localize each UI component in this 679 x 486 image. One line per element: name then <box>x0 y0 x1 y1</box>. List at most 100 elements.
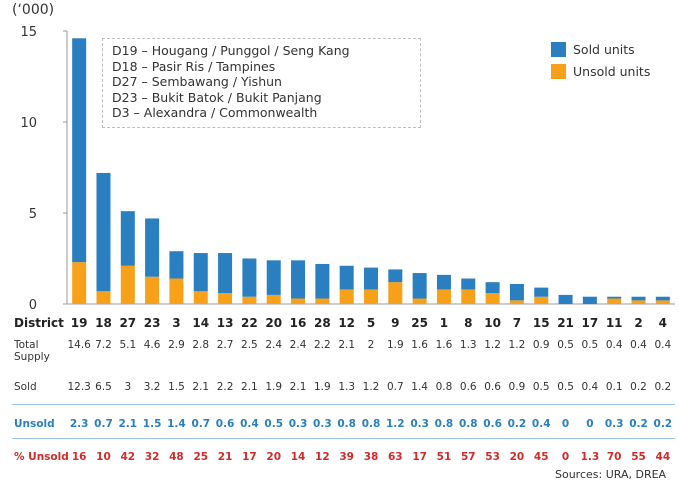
cell-pct-unsold: 53 <box>485 451 500 463</box>
table-divider <box>12 438 675 439</box>
bar-sold <box>193 253 208 292</box>
cell-total-supply: 0.5 <box>557 339 574 351</box>
cell-unsold: 0.8 <box>337 418 356 430</box>
district-label: 12 <box>338 316 356 330</box>
bar-unsold <box>436 289 451 304</box>
cell-sold: 1.9 <box>265 381 283 393</box>
district-label: 11 <box>605 316 623 330</box>
cell-pct-unsold: 0 <box>561 451 570 463</box>
source-note: Sources: URA, DREA <box>555 468 667 481</box>
bar-sold <box>364 267 378 290</box>
district-note: D3 – Alexandra / Commonwealth <box>112 105 318 120</box>
legend-sold-label: Sold units <box>573 42 635 57</box>
cell-total-supply: 2.2 <box>314 339 331 351</box>
bar-sold <box>534 287 549 297</box>
bar-unsold <box>315 298 330 304</box>
cell-pct-unsold: 12 <box>315 451 330 463</box>
bar-unsold <box>364 289 378 304</box>
table-row-label-total: Total Supply <box>14 339 50 363</box>
legend-unsold-label: Unsold units <box>573 64 651 79</box>
cell-unsold: 0 <box>561 418 570 430</box>
cell-sold: 1.4 <box>411 381 428 393</box>
bar-unsold <box>242 296 257 304</box>
bar-sold <box>509 283 524 301</box>
cell-total-supply: 5.1 <box>119 339 137 351</box>
cell-pct-unsold: 17 <box>242 451 257 463</box>
bar-unsold <box>461 289 476 304</box>
bar-sold <box>96 172 111 292</box>
district-label: 7 <box>512 316 522 330</box>
district-label: 18 <box>95 316 112 330</box>
district-label: 10 <box>484 316 501 330</box>
bar-sold <box>339 265 354 290</box>
bar-unsold <box>534 296 549 304</box>
cell-sold: 0.2 <box>630 381 647 393</box>
bar-sold <box>582 296 597 304</box>
bar-sold <box>145 218 160 277</box>
cell-total-supply: 1.6 <box>411 339 428 351</box>
cell-sold: 2.1 <box>192 381 210 393</box>
cell-pct-unsold: 25 <box>193 451 209 463</box>
district-label: 4 <box>658 316 667 330</box>
cell-pct-unsold: 42 <box>120 451 136 463</box>
bar-sold <box>655 296 670 301</box>
bar-unsold <box>266 294 281 304</box>
cell-unsold: 0.3 <box>313 418 332 430</box>
cell-unsold: 0.2 <box>653 418 673 430</box>
cell-total-supply: 2 <box>367 339 375 351</box>
y-tick-label: 5 <box>29 207 37 222</box>
cell-pct-unsold: 55 <box>631 451 646 463</box>
cell-unsold: 0.8 <box>458 418 478 430</box>
cell-sold: 0.9 <box>508 381 526 393</box>
district-note: D19 – Hougang / Punggol / Seng Kang <box>112 43 350 58</box>
district-note: D23 – Bukit Batok / Bukit Panjang <box>112 89 322 105</box>
bar-unsold <box>218 293 233 304</box>
district-label: 2 <box>634 316 643 330</box>
cell-unsold: 0.3 <box>410 418 429 430</box>
cell-unsold: 1.4 <box>167 418 186 430</box>
cell-sold: 0.6 <box>459 381 477 393</box>
cell-total-supply: 1.2 <box>484 339 501 351</box>
bar-sold <box>242 258 257 297</box>
cell-total-supply: 4.6 <box>143 339 161 351</box>
bar-unsold <box>509 300 524 304</box>
cell-sold: 2.1 <box>241 381 258 393</box>
bar-unsold <box>169 278 184 304</box>
district-label: 22 <box>241 316 258 330</box>
cell-total-supply: 1.6 <box>435 339 453 351</box>
legend-unsold-swatch <box>551 64 566 79</box>
cell-total-supply: 2.1 <box>338 339 356 351</box>
district-label: 23 <box>143 316 161 330</box>
bar-sold <box>266 260 281 295</box>
district-label: 27 <box>119 316 137 330</box>
cell-sold: 0.5 <box>557 381 574 393</box>
cell-pct-unsold: 45 <box>533 451 549 463</box>
bar-sold <box>412 273 427 299</box>
district-label: 28 <box>314 316 331 330</box>
cell-pct-unsold: 48 <box>169 451 184 463</box>
cell-sold: 12.3 <box>67 381 91 393</box>
bar-sold <box>388 269 403 283</box>
cell-unsold: 1.5 <box>142 418 162 430</box>
cell-unsold: 0.7 <box>94 418 113 430</box>
cell-unsold: 1.2 <box>386 418 405 430</box>
cell-sold: 0.2 <box>654 381 672 393</box>
district-note: D27 – Sembawang / Yishun <box>112 74 282 89</box>
district-label: 16 <box>289 316 307 330</box>
district-label: 17 <box>581 316 599 330</box>
cell-total-supply: 0.9 <box>532 339 550 351</box>
cell-sold: 2.1 <box>289 381 307 393</box>
cell-sold: 1.5 <box>168 381 185 393</box>
table-divider <box>12 404 675 405</box>
cell-total-supply: 7.2 <box>95 339 112 351</box>
district-label: 21 <box>557 316 574 330</box>
table-row-label-pct-unsold: % Unsold <box>14 451 69 463</box>
bar-unsold <box>72 262 87 304</box>
bar-unsold <box>485 293 500 304</box>
cell-total-supply: 2.4 <box>289 339 307 351</box>
district-label: 5 <box>366 316 376 330</box>
cell-total-supply: 2.5 <box>241 339 258 351</box>
cell-unsold: 0.3 <box>604 418 624 430</box>
cell-total-supply: 0.5 <box>581 339 599 351</box>
district-label: 9 <box>391 316 400 330</box>
